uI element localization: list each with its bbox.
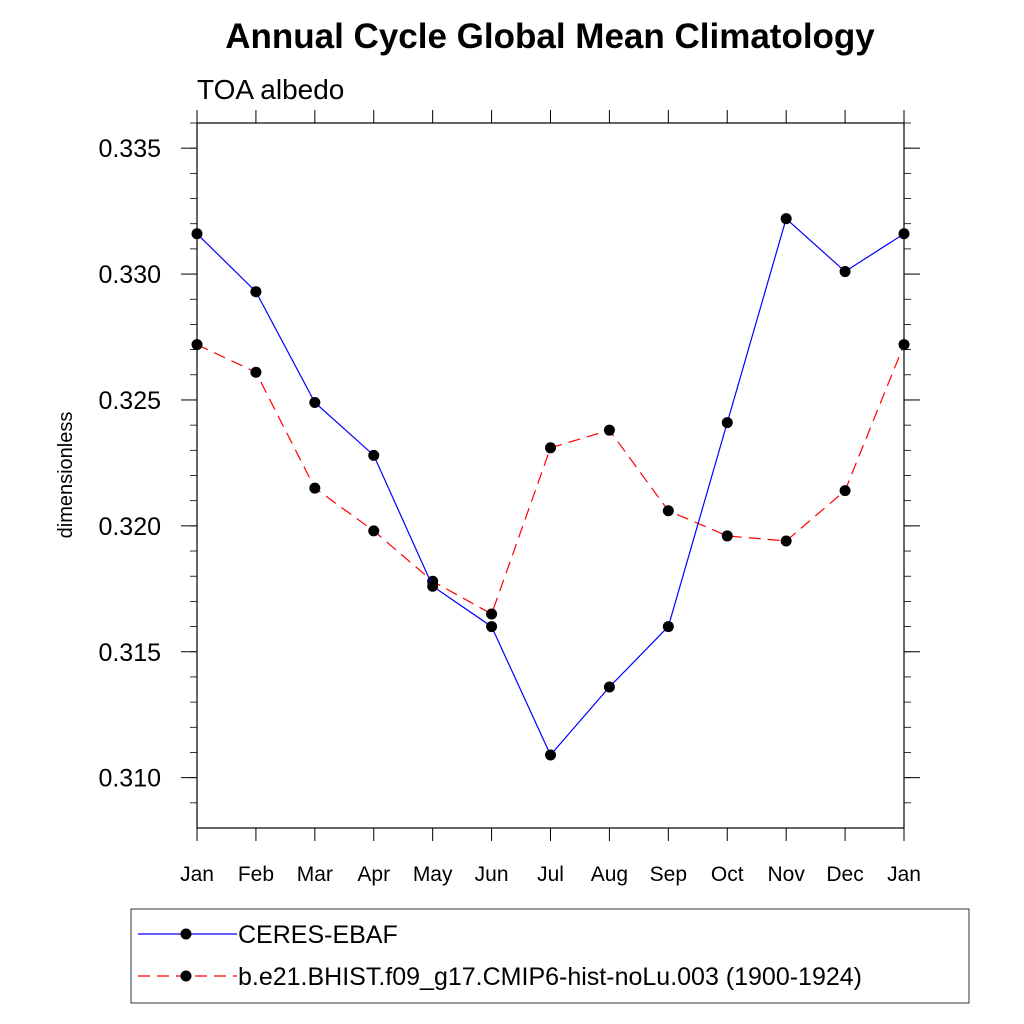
x-tick-label: May (413, 863, 453, 886)
data-point (780, 213, 792, 225)
chart-title: Annual Cycle Global Mean Climatology (225, 17, 875, 56)
y-tick-label: 0.320 (98, 513, 161, 541)
y-tick-label: 0.310 (98, 765, 161, 793)
legend-label: b.e21.BHIST.f09_g17.CMIP6-hist-noLu.003 … (238, 963, 862, 991)
x-tick-label: Oct (711, 863, 744, 886)
x-tick-label: Mar (297, 863, 333, 886)
data-point (780, 535, 792, 547)
data-point (250, 286, 262, 298)
data-point (368, 449, 380, 461)
x-tick-label: Sep (650, 863, 687, 886)
y-tick-label: 0.325 (98, 387, 161, 415)
y-tick-label: 0.315 (98, 639, 161, 667)
data-point (545, 749, 556, 761)
data-point (898, 339, 910, 351)
x-tick-label: Dec (826, 863, 863, 886)
x-tick-label: Aug (591, 863, 628, 886)
y-tick-label: 0.335 (98, 135, 161, 163)
data-point (191, 339, 203, 351)
legend-marker (180, 970, 192, 982)
x-tick-label: Feb (238, 863, 274, 886)
legend-label: CERES-EBAF (238, 921, 398, 949)
x-tick-label: Jan (887, 863, 921, 886)
data-point (721, 417, 733, 429)
data-point (309, 482, 321, 494)
data-point (486, 608, 498, 620)
data-point (898, 228, 910, 240)
data-point (839, 485, 851, 497)
data-point (721, 530, 733, 542)
x-tick-label: Nov (767, 863, 805, 886)
data-point (662, 505, 674, 517)
data-point (486, 621, 498, 633)
y-tick-label: 0.330 (98, 261, 161, 289)
data-point (427, 580, 439, 592)
data-point (368, 525, 380, 537)
y-axis-label: dimensionless (55, 412, 77, 539)
data-point (603, 681, 615, 693)
x-tick-label: Jan (180, 863, 214, 886)
legend: CERES-EBAF b.e21.BHIST.f09_g17.CMIP6-hist… (130, 908, 970, 1004)
x-tick-label: Apr (357, 863, 390, 886)
data-point (545, 442, 556, 454)
data-point (250, 366, 262, 378)
chart-subtitle: TOA albedo (197, 74, 344, 105)
data-point (603, 424, 615, 436)
data-point (191, 228, 203, 240)
data-point (662, 621, 674, 633)
x-tick-label: Jun (475, 863, 509, 886)
data-point (309, 396, 321, 408)
legend-box (130, 908, 970, 1004)
x-tick-label: Jul (537, 863, 564, 886)
legend-marker (180, 928, 192, 940)
plot-area: Jan Feb Mar Apr May Jun Jul Aug Sep Oct Nov Dec Jan 0… (98, 110, 921, 886)
data-point (839, 266, 851, 278)
